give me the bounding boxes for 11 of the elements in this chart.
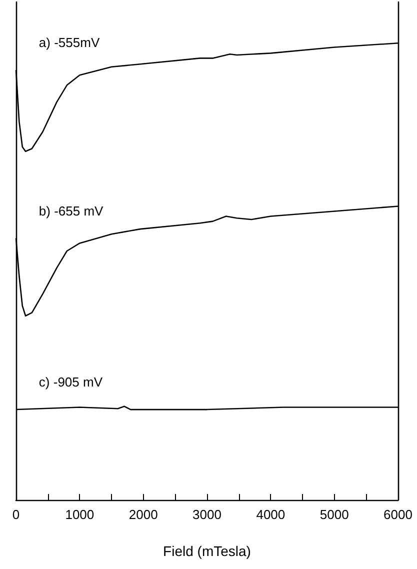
- x-axis-title: Field (mTesla): [163, 543, 251, 559]
- x-tick-label: 6000: [384, 507, 412, 522]
- x-tick-label: 5000: [320, 507, 349, 522]
- x-tick-label: 3000: [192, 507, 222, 522]
- x-tick-label: 4000: [256, 507, 286, 522]
- x-tick-label: 0: [12, 507, 20, 522]
- series-label: b) -655 mV: [38, 203, 104, 218]
- series-label: c) -905 mV: [38, 374, 103, 390]
- x-tick-label: 2000: [128, 507, 158, 522]
- series-label: a) -555mV: [38, 35, 100, 50]
- x-tick-label: 1000: [65, 507, 94, 522]
